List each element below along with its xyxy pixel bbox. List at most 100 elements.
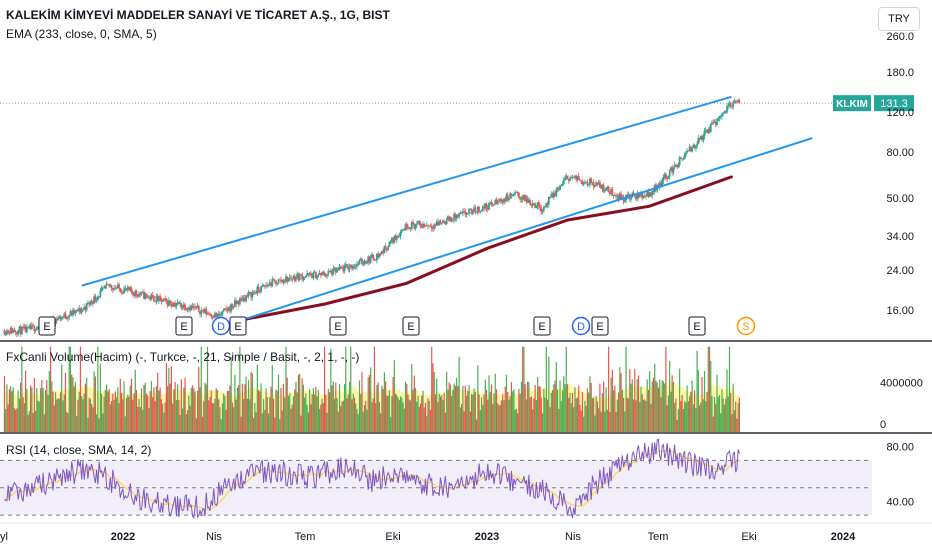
volume-bar xyxy=(586,388,589,432)
candle-body xyxy=(663,173,666,178)
volume-bar xyxy=(330,348,332,432)
volume-bar xyxy=(5,409,7,432)
volume-bar xyxy=(143,385,145,432)
volume-bar xyxy=(140,388,143,432)
candle-body xyxy=(734,101,737,102)
volume-bar xyxy=(301,378,303,432)
candle-body xyxy=(702,136,705,141)
candle-body xyxy=(293,276,296,281)
candle-body xyxy=(395,237,398,240)
candle-body xyxy=(567,179,570,181)
volume-bar xyxy=(87,417,89,432)
candle-body xyxy=(83,307,86,310)
volume-bar xyxy=(494,373,496,432)
candle-body xyxy=(133,293,135,296)
volume-bar xyxy=(199,387,201,432)
candle-body xyxy=(351,265,353,269)
candle-body xyxy=(651,190,654,196)
volume-bar xyxy=(418,406,420,432)
candle-body xyxy=(459,212,462,214)
volume-bar xyxy=(451,395,453,432)
volume-bar xyxy=(681,395,683,432)
candle-body xyxy=(358,260,361,264)
volume-bar xyxy=(432,363,434,432)
volume-bar xyxy=(558,408,560,432)
candle-body xyxy=(707,129,710,133)
candle-body xyxy=(409,227,412,229)
volume-bar xyxy=(448,382,450,432)
candle-body xyxy=(453,213,456,221)
volume-bar xyxy=(33,377,35,432)
volume-bar xyxy=(419,403,422,432)
volume-bar xyxy=(655,380,657,432)
candle-body xyxy=(196,305,199,308)
volume-bar xyxy=(540,397,542,432)
currency-button[interactable]: TRY xyxy=(878,7,920,31)
volume-bar xyxy=(571,393,574,432)
candle-body xyxy=(392,237,395,243)
candle-body xyxy=(525,198,528,202)
candle-body xyxy=(694,145,697,149)
candle-body xyxy=(333,268,336,269)
candle-body xyxy=(545,202,548,207)
volume-bar xyxy=(710,360,712,432)
rsi-legend[interactable]: RSI (14, close, SMA, 14, 2) xyxy=(6,443,152,457)
volume-bar xyxy=(297,374,300,432)
volume-bar xyxy=(377,382,379,432)
candle-body xyxy=(671,167,674,173)
ema-legend[interactable]: EMA (233, close, 0, SMA, 5) xyxy=(6,27,157,41)
candle-body xyxy=(16,332,18,335)
candle-body xyxy=(641,193,644,199)
candle-body xyxy=(108,284,110,286)
candle-body xyxy=(670,167,672,171)
volume-bar xyxy=(352,393,354,432)
candle-body xyxy=(513,193,515,196)
candle-body xyxy=(557,188,560,190)
volume-bar xyxy=(503,400,505,432)
volume-bar xyxy=(52,391,54,432)
volume-bar xyxy=(196,390,199,432)
volume-bar xyxy=(492,403,494,432)
candle-body xyxy=(429,225,432,227)
volume-bar xyxy=(598,408,600,432)
candle-body xyxy=(718,116,721,119)
volume-legend[interactable]: FxCanli Volume(Hacim) (-, Turkce, -, 21,… xyxy=(6,350,360,364)
dividend-marker-label: D xyxy=(217,321,225,333)
volume-bar xyxy=(39,388,42,432)
candle-body xyxy=(189,307,191,311)
candle-body xyxy=(535,206,538,208)
candle-body xyxy=(566,175,569,180)
price-tick-label: 34.00 xyxy=(886,231,914,243)
candle-body xyxy=(125,288,128,290)
volume-bar xyxy=(392,376,394,432)
candle-body xyxy=(226,309,229,311)
candle-body xyxy=(486,208,489,210)
candle-body xyxy=(24,326,27,333)
volume-bar xyxy=(595,395,597,432)
volume-bar xyxy=(317,389,319,432)
volume-bar xyxy=(553,384,555,432)
candle-body xyxy=(494,199,497,205)
candle-body xyxy=(240,298,243,300)
candle-body xyxy=(394,235,397,240)
candle-body xyxy=(348,267,351,270)
candle-body xyxy=(166,301,169,306)
volume-bar xyxy=(677,409,679,432)
candle-body xyxy=(454,213,457,219)
volume-bar xyxy=(424,402,427,432)
price-tick-label: 120.0 xyxy=(886,107,914,119)
volume-bar xyxy=(210,390,212,432)
candle-body xyxy=(452,220,454,222)
candle-body xyxy=(305,275,307,278)
candle-body xyxy=(519,197,522,200)
time-tick-label: Nis xyxy=(565,531,581,543)
volume-bar xyxy=(351,399,353,432)
volume-bar xyxy=(604,411,606,432)
candle-body xyxy=(104,285,107,289)
candle-body xyxy=(98,296,101,298)
candle-body xyxy=(668,170,671,177)
candle-body xyxy=(481,206,484,210)
volume-bar xyxy=(676,419,678,432)
candle-body xyxy=(704,130,707,131)
